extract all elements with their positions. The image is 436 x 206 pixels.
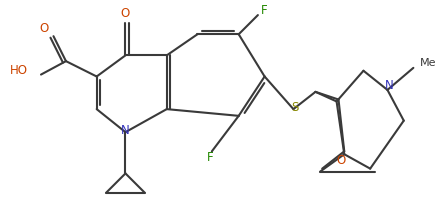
Text: O: O bbox=[39, 22, 48, 35]
Text: O: O bbox=[121, 7, 130, 20]
Text: HO: HO bbox=[10, 64, 27, 77]
Text: F: F bbox=[261, 4, 268, 17]
Text: N: N bbox=[385, 79, 394, 92]
Text: Me: Me bbox=[420, 58, 436, 68]
Text: F: F bbox=[207, 151, 213, 164]
Text: S: S bbox=[292, 101, 299, 114]
Text: O: O bbox=[337, 154, 346, 167]
Text: N: N bbox=[121, 124, 130, 137]
